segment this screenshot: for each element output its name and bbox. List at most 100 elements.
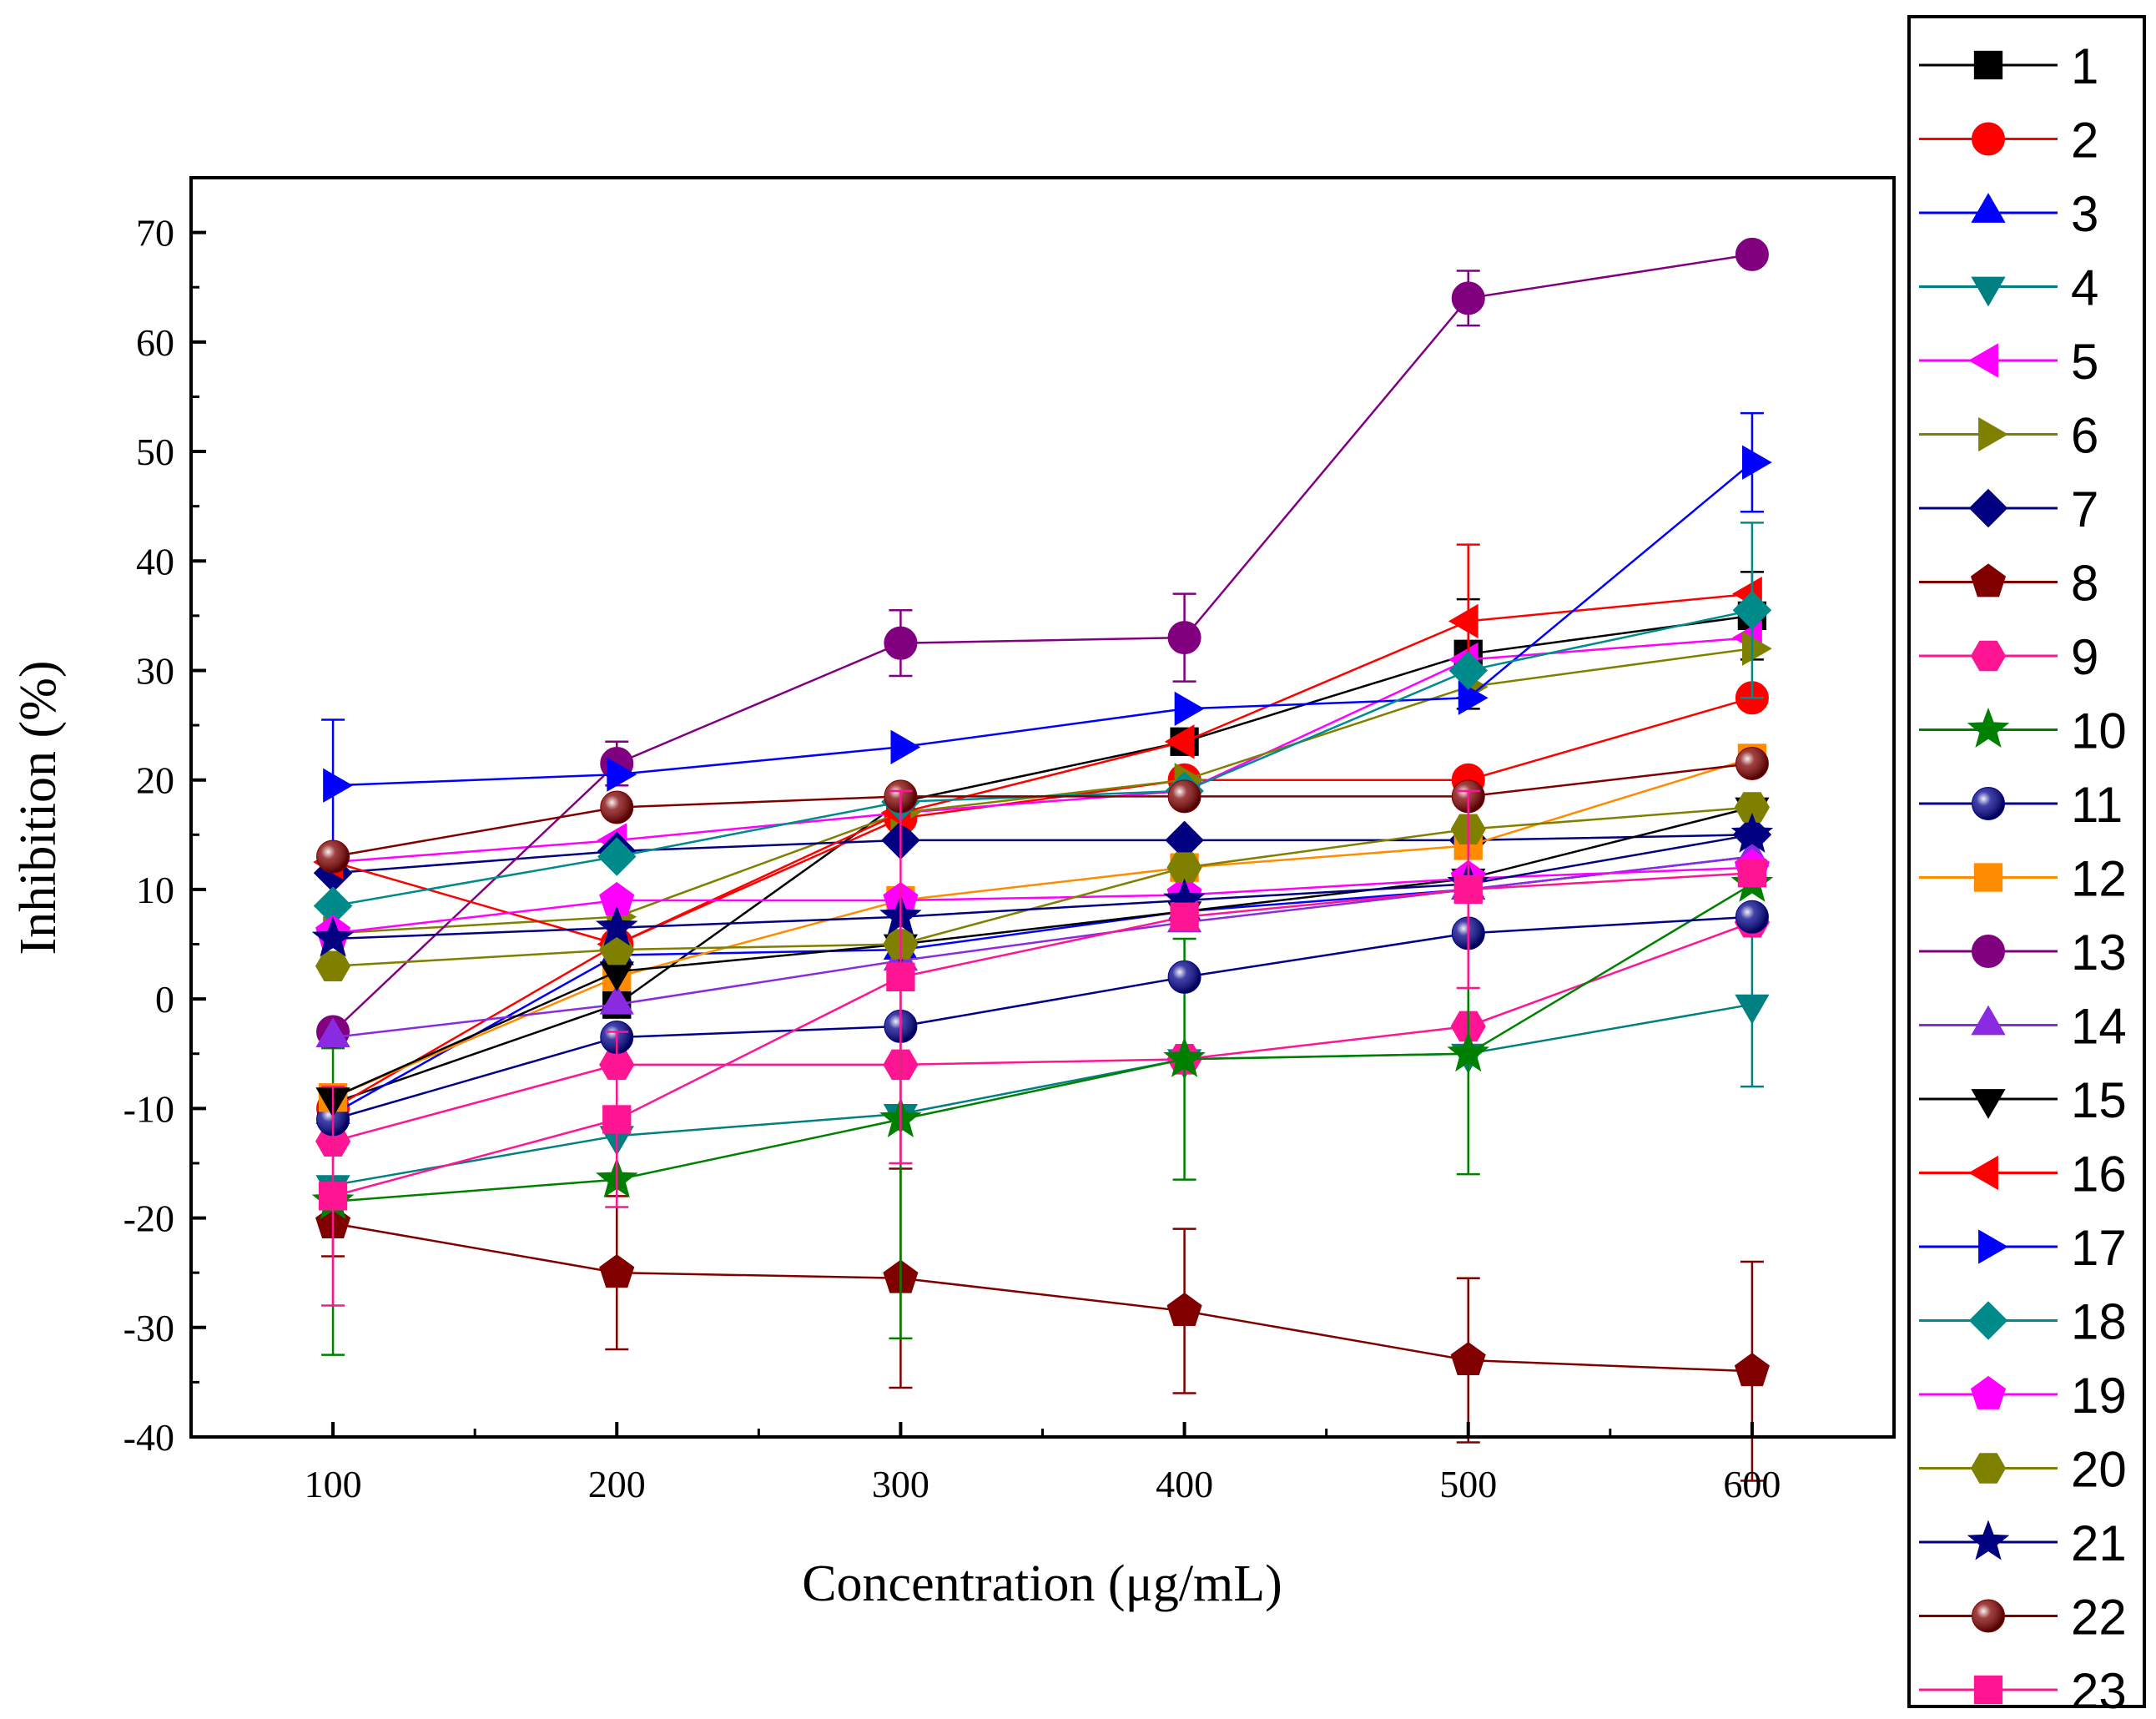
data-point [318, 1182, 348, 1211]
legend-label: 6 [2071, 408, 2098, 464]
legend-item-5: 5 [1919, 334, 2098, 390]
data-point [1734, 1353, 1770, 1387]
legend-label: 15 [2071, 1072, 2127, 1128]
series-2 [316, 681, 1769, 1126]
series-19 [315, 849, 1770, 949]
data-point [1163, 1036, 1206, 1077]
legend-label: 5 [2071, 334, 2098, 390]
series-20-line [333, 806, 1752, 968]
data-point [1735, 237, 1769, 271]
data-point [315, 1017, 350, 1047]
legend-marker [1970, 1375, 2007, 1409]
series-11 [316, 900, 1769, 1137]
series-22-line [332, 762, 1753, 858]
data-point [311, 916, 355, 957]
legend-label: 9 [2071, 629, 2098, 685]
plot-frame [189, 176, 1896, 1439]
data-point [599, 984, 634, 1015]
legend-item-21: 21 [1919, 1515, 2127, 1571]
legend-marker [1972, 1599, 2005, 1633]
legend-label: 23 [2071, 1663, 2127, 1719]
y-tick-label: 30 [136, 649, 174, 692]
series-6-line [333, 647, 1753, 935]
legend-item-19: 19 [1919, 1368, 2127, 1424]
series-9 [315, 906, 1771, 1157]
legend-marker [1967, 1520, 2010, 1560]
series-20 [315, 792, 1771, 982]
data-point [1734, 792, 1771, 823]
legend-item-9: 9 [1919, 629, 2098, 685]
legend-marker [1971, 1005, 2006, 1036]
series-11-line [332, 915, 1752, 1121]
data-point [1735, 747, 1769, 781]
legend-marker [1978, 416, 2008, 452]
y-tick-label: -20 [123, 1197, 174, 1240]
legend-marker [1971, 1089, 2006, 1119]
y-tick-label: 60 [136, 321, 174, 364]
series-23-line [332, 871, 1752, 1197]
data-point [1167, 779, 1201, 814]
series-17 [321, 411, 1772, 853]
data-point [1451, 281, 1485, 315]
data-point [1732, 591, 1772, 630]
data-point [890, 729, 921, 764]
series-6 [323, 631, 1772, 951]
x-axis-title: Concentration (μg/mL) [802, 1555, 1282, 1612]
y-tick-label: 70 [136, 212, 174, 255]
legend-item-6: 6 [1919, 408, 2098, 464]
legend-item-3: 3 [1919, 186, 2098, 242]
legend-label: 7 [2071, 481, 2098, 537]
data-point [1166, 852, 1202, 883]
data-point [595, 905, 638, 946]
data-point [1448, 603, 1478, 639]
data-point [1167, 960, 1201, 994]
data-point [1458, 680, 1489, 715]
legend-marker [1972, 122, 2005, 156]
series-22 [316, 747, 1769, 874]
legend-label: 21 [2071, 1515, 2127, 1571]
legend-marker [1970, 1453, 2007, 1484]
series-13-line [332, 253, 1753, 1033]
series-layer [311, 237, 1774, 1482]
data-point [886, 962, 915, 992]
legend-marker [1972, 787, 2005, 820]
legend-marker [1971, 193, 2006, 223]
legend-label: 1 [2071, 38, 2098, 94]
series-7-line [333, 834, 1752, 875]
legend-marker [1971, 276, 2006, 307]
legend-marker [1972, 935, 2005, 968]
legend-label: 16 [2071, 1147, 2127, 1202]
x-tick-label: 200 [588, 1463, 646, 1505]
legend-marker [1973, 50, 2003, 80]
legend-item-4: 4 [1919, 260, 2098, 316]
y-tick-label: -30 [123, 1307, 174, 1349]
x-tick-label: 300 [872, 1463, 929, 1505]
legend-marker [1978, 1229, 2008, 1264]
series-16-line [332, 592, 1753, 945]
data-point [599, 934, 635, 965]
x-tick-label: 500 [1439, 1463, 1497, 1505]
legend-marker [1968, 488, 2008, 528]
legend-item-12: 12 [1919, 851, 2127, 907]
legend-item-7: 7 [1919, 481, 2098, 537]
series-10-line [333, 883, 1753, 1203]
legend-label: 2 [2071, 113, 2098, 169]
legend-marker [1968, 343, 1998, 378]
legend-item-15: 15 [1919, 1072, 2127, 1128]
data-point [884, 626, 918, 660]
legend-item-13: 13 [1919, 925, 2127, 980]
legend-item-20: 20 [1919, 1442, 2127, 1498]
series-4-line [332, 1003, 1753, 1187]
legend-item-18: 18 [1919, 1294, 2127, 1350]
series-8-line [332, 1222, 1752, 1373]
series-17-line [333, 461, 1753, 787]
y-tick-label: 40 [136, 540, 174, 582]
y-tick-label: 50 [136, 431, 174, 473]
legend-marker [1968, 1301, 2008, 1340]
series-5-line [333, 636, 1752, 864]
data-point [597, 837, 637, 876]
legend-item-1: 1 [1919, 38, 2098, 94]
legend-item-14: 14 [1919, 999, 2127, 1055]
